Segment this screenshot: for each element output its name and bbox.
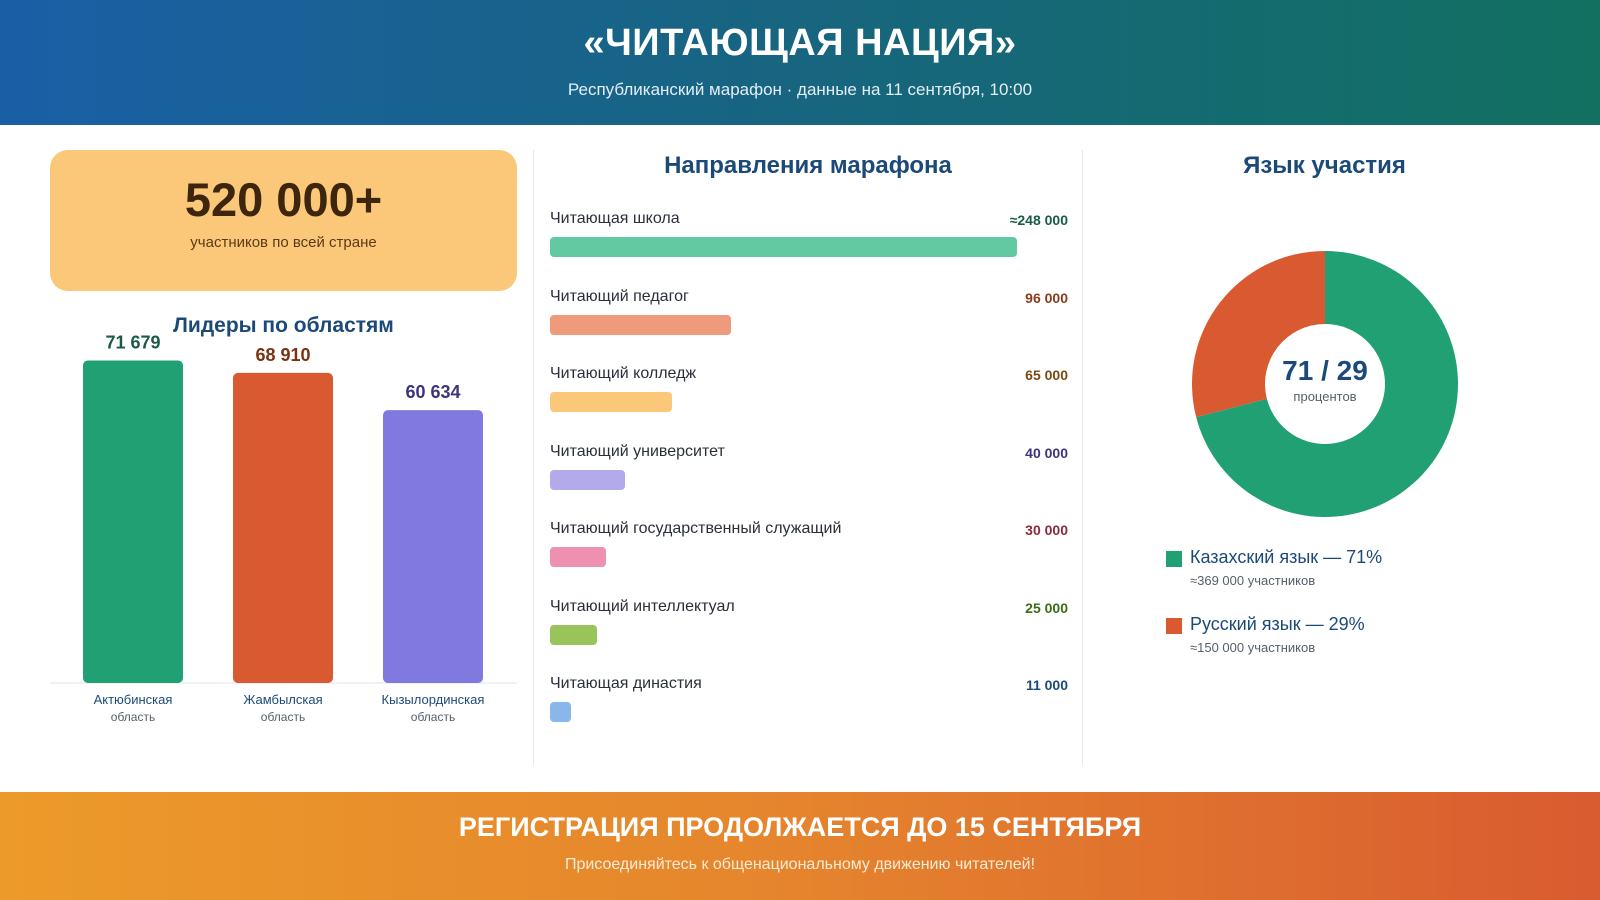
leaders-category-label: Кызылординская [382, 692, 485, 707]
direction-row: Читающий интеллектуал 25 000 [550, 598, 1068, 676]
donut-center-value: 71 / 29 [1282, 355, 1368, 386]
directions-chart-title: Направления марафона [664, 152, 952, 179]
column-divider-right [1082, 150, 1083, 765]
leaders-bar [233, 372, 333, 683]
language-legend: Казахский язык — 71% ≈369 000 участников Р… [1166, 547, 1526, 681]
direction-value: 65 000 [1025, 367, 1068, 383]
donut-slice [1192, 251, 1325, 418]
donut-center-label: процентов [1293, 389, 1356, 404]
direction-bar [550, 624, 598, 645]
direction-name: Читающий государственный служащий [550, 520, 842, 537]
leaders-category-sublabel: область [411, 710, 455, 724]
direction-bar [550, 237, 1017, 257]
legend-note: ≈369 000 участников [1190, 573, 1316, 588]
leaders-bar-chart: 71 679 Актюбинская область 68 910 Жамбылская… [50, 332, 517, 724]
direction-name: Читающий интеллектуал [550, 597, 735, 615]
language-donut-chart: 71 / 29 процентов [1192, 251, 1458, 517]
direction-value: ≈248 000 [1009, 212, 1068, 228]
leaders-value-label: 71 679 [105, 332, 160, 352]
direction-bar [550, 314, 731, 335]
registration-banner: РЕГИСТРАЦИЯ ПРОДОЛЖАЕТСЯ ДО 15 СЕНТЯБРЯ … [0, 792, 1600, 900]
direction-row: Читающий педагог 96 000 [550, 288, 1068, 366]
direction-name: Читающий колледж [550, 365, 697, 382]
registration-headline: РЕГИСТРАЦИЯ ПРОДОЛЖАЕТСЯ ДО 15 СЕНТЯБРЯ [458, 812, 1142, 842]
direction-value: 40 000 [1025, 444, 1068, 461]
direction-row: Читающая династия 11 000 [550, 675, 1068, 753]
legend-swatch [1166, 618, 1182, 634]
leaders-bar [83, 360, 183, 683]
total-participants-label: участников по всей стране [190, 234, 377, 251]
direction-bar [550, 702, 571, 722]
legend-label: Русский язык — 29% [1190, 614, 1365, 634]
total-participants-card: 520 000+ участников по всей стране [50, 150, 517, 291]
direction-name: Читающая династия [550, 675, 702, 692]
direction-row: Читающий государственный служащий 30 000 [550, 520, 1068, 598]
legend-item: Русский язык — 29% ≈150 000 участников [1166, 614, 1526, 681]
leaders-category-sublabel: область [261, 710, 305, 724]
legend-note: ≈150 000 участников [1190, 640, 1316, 655]
leaders-category-label: Жамбылская [243, 692, 322, 707]
page-title: «ЧИТАЮЩАЯ НАЦИЯ» [583, 22, 1017, 64]
leaders-value-label: 68 910 [255, 345, 310, 365]
direction-row: Читающий колледж 65 000 [550, 365, 1068, 443]
direction-value: 11 000 [1025, 677, 1068, 693]
legend-swatch [1166, 551, 1182, 567]
direction-row: Читающая школа ≈248 000 [550, 210, 1068, 288]
page-subtitle: Республиканский марафон · данные на 11 с… [567, 80, 1033, 99]
direction-bar [550, 392, 673, 412]
direction-name: Читающий педагог [550, 287, 689, 305]
leaders-chart-title: Лидеры по областям [173, 314, 394, 337]
direction-value: 25 000 [1025, 599, 1068, 616]
legend-label: Казахский язык — 71% [1190, 547, 1383, 567]
column-divider-left [533, 150, 534, 765]
leaders-bar [383, 410, 483, 683]
language-chart-title: Язык участия [1243, 152, 1406, 179]
direction-name: Читающая школа [550, 210, 680, 227]
legend-item: Казахский язык — 71% ≈369 000 участников [1166, 547, 1526, 614]
donut-slice [1196, 251, 1458, 517]
direction-bar [550, 469, 626, 490]
leaders-category-sublabel: область [111, 710, 155, 724]
leaders-value-label: 60 634 [405, 382, 460, 402]
direction-row: Читающий университет 40 000 [550, 443, 1068, 521]
direction-value: 96 000 [1025, 289, 1068, 306]
registration-tagline: Присоединяйтесь к общенациональному движ… [564, 856, 1036, 873]
direction-name: Читающий университет [550, 442, 725, 460]
directions-bar-chart: Читающая школа ≈248 000 Читающий педагог 96… [550, 210, 1068, 753]
total-participants-value: 520 000+ [184, 173, 383, 226]
direction-value: 30 000 [1025, 522, 1068, 538]
header-banner: «ЧИТАЮЩАЯ НАЦИЯ» Республиканский марафон… [0, 0, 1600, 125]
leaders-category-label: Актюбинская [94, 692, 173, 707]
direction-bar [550, 547, 607, 567]
